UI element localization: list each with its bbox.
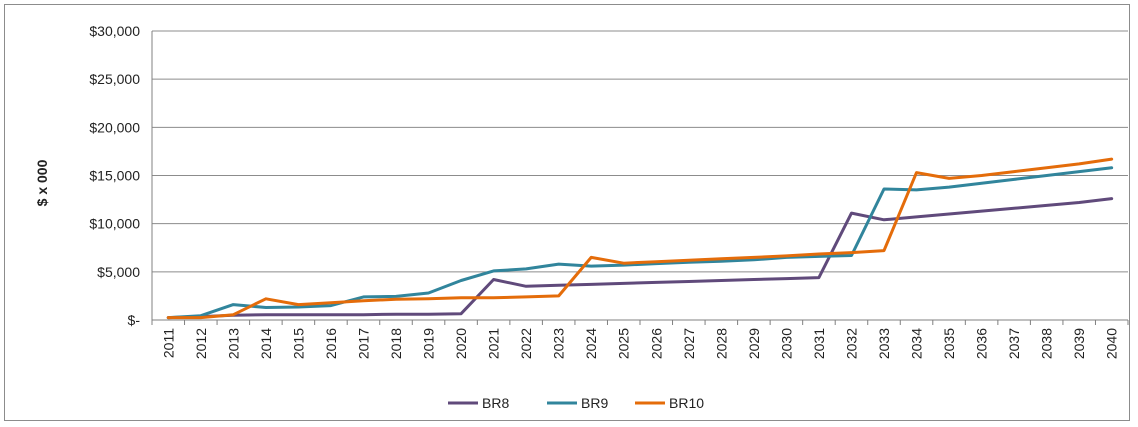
x-tick-label: 2026 bbox=[648, 328, 664, 359]
x-tick-label: 2037 bbox=[1006, 328, 1022, 359]
x-tick-label: 2022 bbox=[518, 328, 534, 359]
x-tick-label: 2034 bbox=[909, 328, 925, 359]
x-tick-label: 2025 bbox=[616, 328, 632, 359]
legend-label-br9: BR9 bbox=[581, 395, 608, 411]
x-tick-label: 2019 bbox=[421, 328, 437, 359]
x-tick-label: 2020 bbox=[453, 328, 469, 359]
x-tick-label: 2015 bbox=[290, 328, 306, 359]
legend-label-br10: BR10 bbox=[669, 395, 704, 411]
x-tick-label: 2030 bbox=[778, 328, 794, 359]
y-tick-label: $- bbox=[128, 312, 141, 328]
x-tick-label: 2024 bbox=[583, 328, 599, 359]
x-tick-label: 2021 bbox=[486, 328, 502, 359]
x-tick-label: 2013 bbox=[225, 328, 241, 359]
x-tick-label: 2038 bbox=[1039, 328, 1055, 359]
x-tick-label: 2018 bbox=[388, 328, 404, 359]
series-line-br10 bbox=[166, 157, 1114, 320]
x-tick-label: 2017 bbox=[355, 328, 371, 359]
y-tick-label: $30,000 bbox=[89, 23, 140, 39]
x-tick-label: 2040 bbox=[1104, 328, 1120, 359]
x-tick-label: 2035 bbox=[941, 328, 957, 359]
y-tick-label: $15,000 bbox=[89, 168, 140, 184]
series-line-br8 bbox=[166, 197, 1114, 320]
x-tick-label: 2036 bbox=[974, 328, 990, 359]
x-tick-label: 2027 bbox=[681, 328, 697, 359]
x-tick-label: 2016 bbox=[323, 328, 339, 359]
x-tick-label: 2033 bbox=[876, 328, 892, 359]
chart-frame bbox=[4, 4, 1130, 421]
x-tick-label: 2023 bbox=[551, 328, 567, 359]
x-tick-label: 2012 bbox=[193, 328, 209, 359]
x-tick-label: 2039 bbox=[1071, 328, 1087, 359]
x-tick-label: 2031 bbox=[811, 328, 827, 359]
y-tick-label: $10,000 bbox=[89, 216, 140, 232]
x-tick-label: 2011 bbox=[160, 328, 176, 358]
x-tick-label: 2029 bbox=[746, 328, 762, 359]
series-line-br9 bbox=[166, 166, 1114, 320]
y-tick-label: $25,000 bbox=[89, 71, 140, 87]
x-tick-label: 2028 bbox=[713, 328, 729, 359]
series-lines bbox=[166, 157, 1114, 320]
legend-label-br8: BR8 bbox=[482, 395, 509, 411]
y-axis-ticks: $- $5,000 $10,000 $15,000 $20,000 $25,000 $30,… bbox=[89, 23, 140, 328]
y-tick-label: $5,000 bbox=[97, 264, 140, 280]
x-tick-label: 2032 bbox=[843, 328, 859, 359]
x-tick-label: 2014 bbox=[258, 328, 274, 359]
x-axis-ticks: 2011 2012 2013 2014 2015 2016 2017 2018 2019 2020… bbox=[151, 320, 1129, 359]
legend: BR8 BR9 BR10 bbox=[448, 395, 704, 411]
y-tick-label: $20,000 bbox=[89, 119, 140, 135]
y-axis-label: $ x 000 bbox=[34, 159, 50, 206]
